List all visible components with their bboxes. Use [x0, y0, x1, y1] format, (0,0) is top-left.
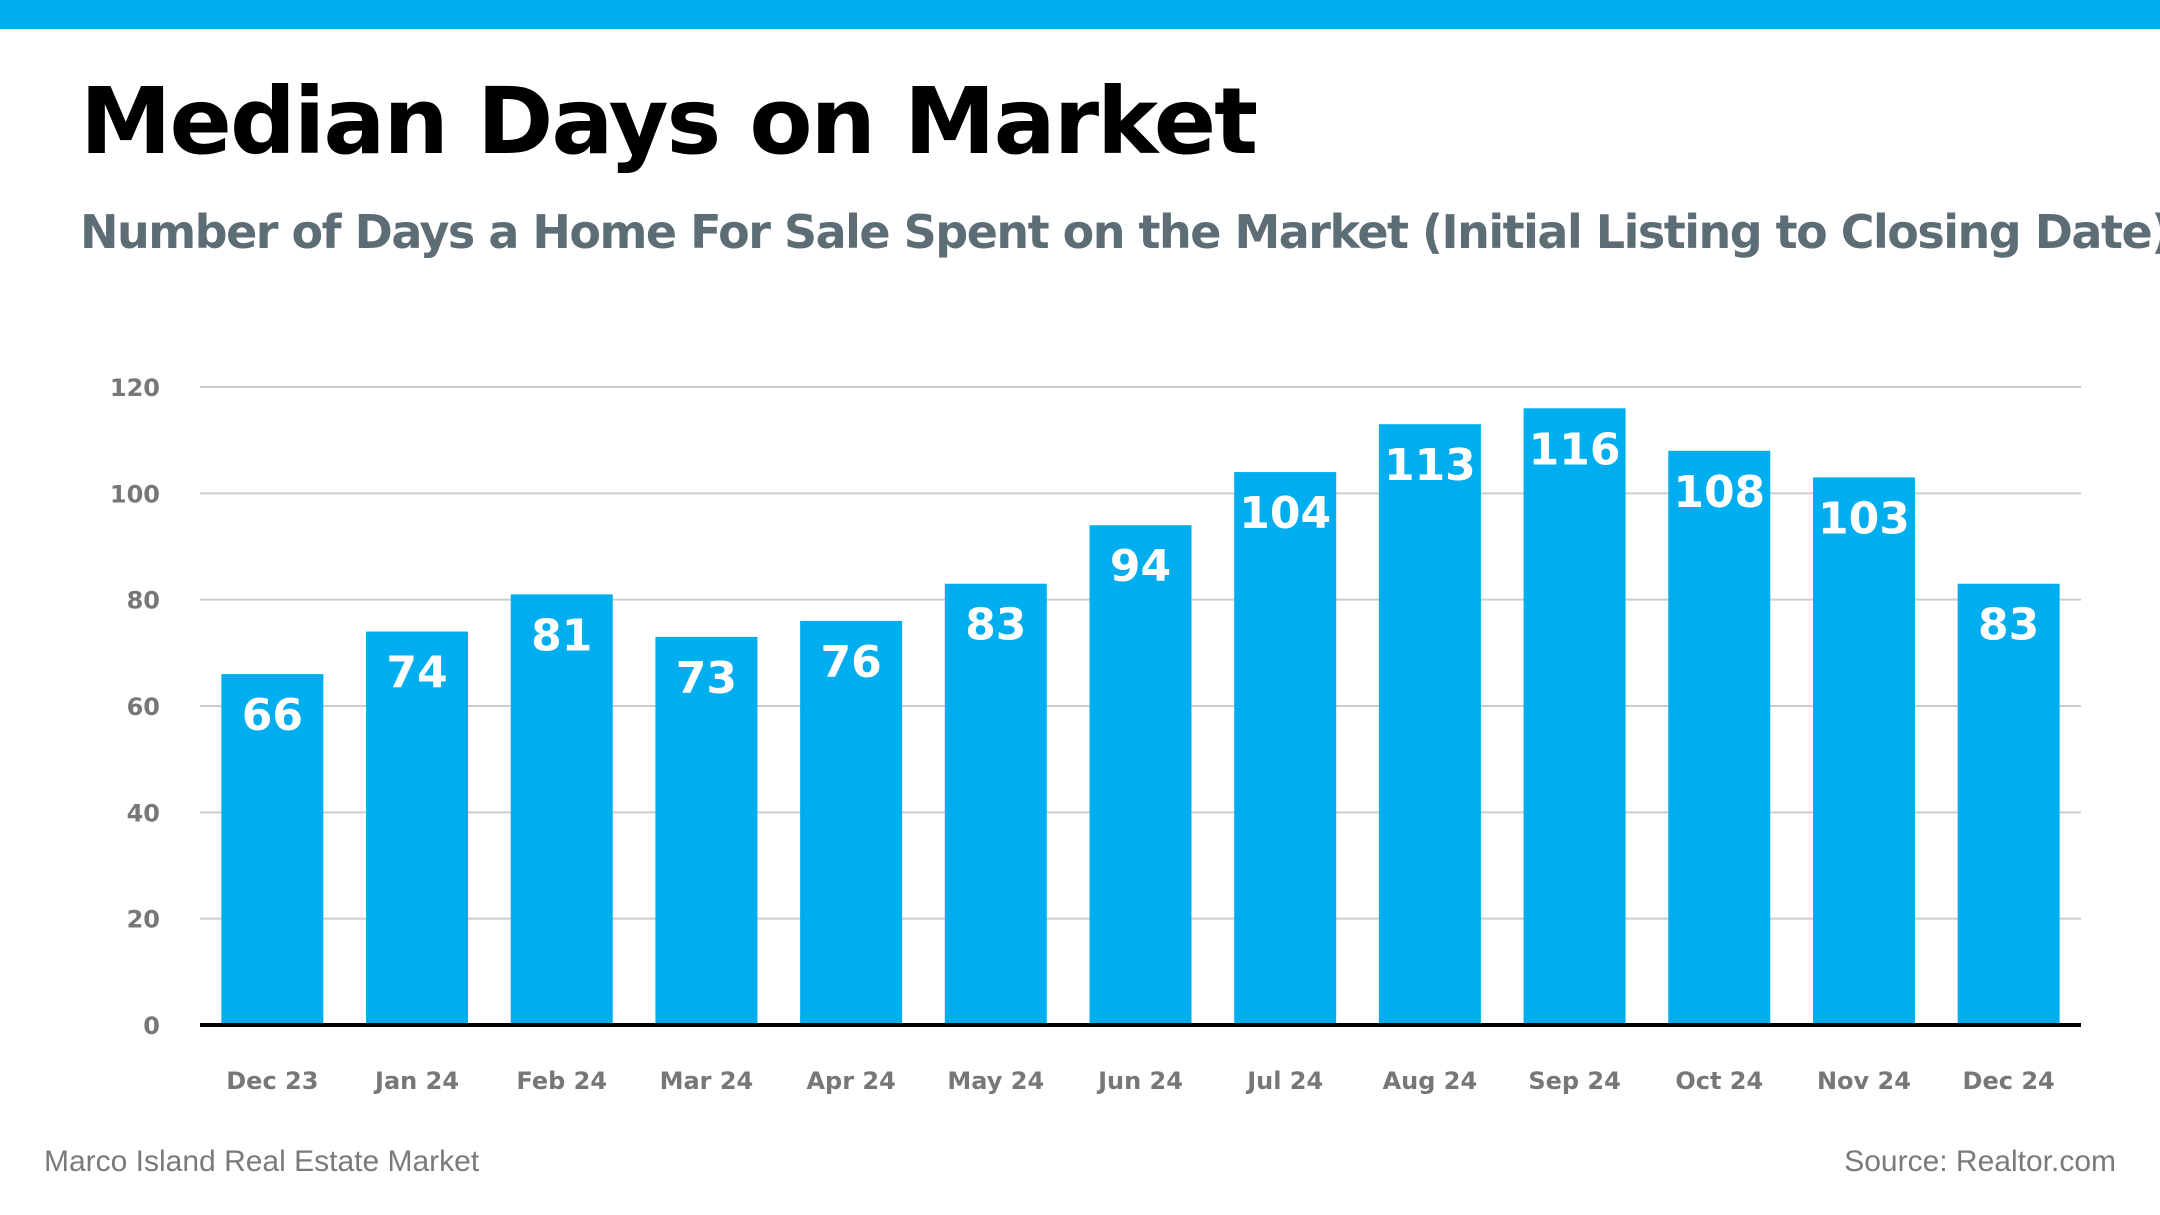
bar: [1378, 424, 1481, 1025]
x-tick-label: Dec 23: [226, 1067, 318, 1095]
data-label: 104: [1239, 488, 1331, 539]
y-tick-label: 60: [127, 693, 160, 721]
x-tick-label: Jan 24: [373, 1067, 459, 1095]
y-tick-label: 40: [127, 799, 160, 827]
data-label: 66: [242, 690, 303, 741]
data-label: 74: [386, 648, 447, 699]
top-accent-bar: [0, 0, 2160, 29]
y-tick-label: 0: [143, 1012, 160, 1040]
bar: [1089, 525, 1192, 1025]
bar: [800, 620, 903, 1025]
x-tick-label: Mar 24: [660, 1067, 754, 1095]
bar: [655, 636, 758, 1025]
data-label: 116: [1529, 424, 1621, 475]
footer-source: Source: Realtor.com: [1844, 1145, 2116, 1178]
page-title: Median Days on Market: [80, 68, 1258, 175]
bar: [510, 594, 613, 1025]
data-label: 81: [531, 610, 592, 661]
x-tick-label: Jul 24: [1245, 1067, 1323, 1095]
x-tick-label: Dec 24: [1963, 1067, 2055, 1095]
bar: [1523, 408, 1626, 1025]
data-label: 83: [965, 600, 1026, 651]
x-tick-label: Nov 24: [1817, 1067, 1911, 1095]
x-tick-label: Oct 24: [1675, 1067, 1763, 1095]
x-tick-label: Feb 24: [516, 1067, 607, 1095]
bar: [1812, 477, 1915, 1026]
bar: [1957, 583, 2060, 1025]
y-tick-label: 20: [127, 906, 160, 934]
data-label: 83: [1978, 600, 2039, 651]
x-tick-label: Aug 24: [1383, 1067, 1478, 1095]
data-label: 113: [1384, 440, 1476, 491]
page-subtitle: Number of Days a Home For Sale Spent on …: [80, 205, 2160, 259]
x-tick-label: Jun 24: [1096, 1067, 1183, 1095]
y-tick-label: 80: [127, 587, 160, 615]
bar: [366, 631, 469, 1025]
x-tick-label: May 24: [947, 1067, 1044, 1095]
bar: [221, 674, 324, 1025]
bar: [944, 583, 1047, 1025]
bar: [1234, 472, 1337, 1026]
y-tick-label: 120: [110, 374, 160, 402]
x-tick-label: Sep 24: [1528, 1067, 1621, 1095]
data-label: 94: [1110, 541, 1171, 592]
bar: [1668, 450, 1771, 1025]
x-tick-label: Apr 24: [806, 1067, 895, 1095]
data-label: 73: [676, 653, 737, 704]
footer-market-label: Marco Island Real Estate Market: [44, 1145, 480, 1178]
data-label: 103: [1818, 493, 1910, 544]
data-label: 108: [1673, 467, 1765, 518]
data-label: 76: [820, 637, 881, 688]
y-tick-label: 100: [110, 480, 160, 508]
